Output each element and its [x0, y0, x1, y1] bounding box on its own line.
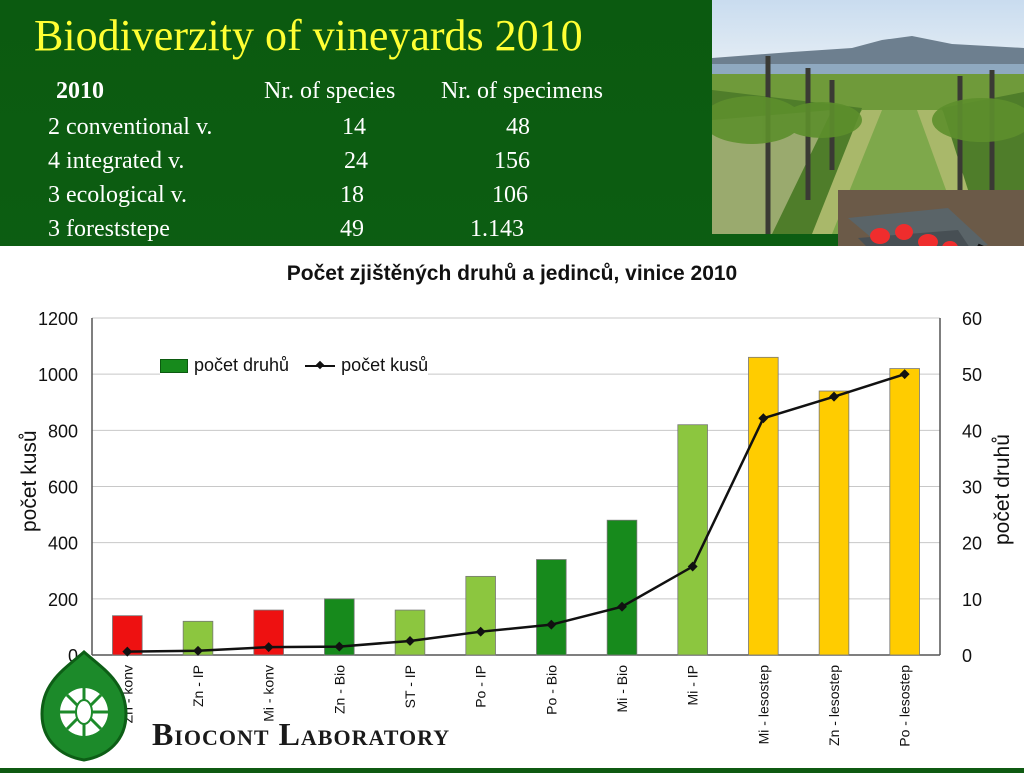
- x-tick-label: Zn - Bio: [331, 665, 347, 714]
- y-tick-left: 200: [48, 590, 78, 610]
- y-tick-left: 600: [48, 478, 78, 498]
- chart-legend: počet druhů počet kusů: [160, 355, 429, 376]
- line-point: [122, 646, 133, 657]
- line-point: [899, 369, 910, 380]
- bar: [112, 615, 143, 656]
- line-point: [687, 561, 698, 572]
- bar: [818, 390, 850, 656]
- table-row-species: 18: [340, 182, 364, 208]
- legend-line-swatch: [305, 364, 336, 367]
- y-tick-left: 800: [48, 421, 78, 441]
- table-year: 2010: [56, 78, 104, 104]
- bar: [889, 368, 920, 656]
- legend-bar-label: počet druhů: [194, 355, 290, 375]
- slide-title: Biodiverzity of vineyards 2010: [34, 11, 583, 60]
- x-tick-label: Mi - lesostep: [755, 665, 771, 745]
- legend-line-label: počet kusů: [341, 355, 429, 375]
- x-tick-label: Po - IP: [473, 665, 489, 708]
- x-tick-label: Mi - Bio: [614, 665, 630, 713]
- table-row-specimens: 1.143: [470, 216, 524, 242]
- brand-name: Biocont Laboratory: [152, 716, 451, 752]
- line-point: [405, 636, 415, 646]
- table-row-label: 3 ecological v.: [48, 182, 188, 208]
- line-point: [263, 642, 274, 653]
- table-row-species: 14: [342, 114, 366, 140]
- y-tick-left: 1000: [38, 365, 78, 385]
- y-tick-right: 60: [962, 309, 982, 329]
- bar: [606, 519, 638, 656]
- bar: [394, 609, 426, 656]
- y-tick-right: 20: [962, 534, 982, 554]
- y-tick-left: 1200: [38, 309, 78, 329]
- table-row-label: 4 integrated v.: [48, 148, 185, 174]
- line-point: [475, 626, 486, 637]
- x-tick-label: Zn - lesostep: [826, 665, 842, 746]
- table-row-species: 24: [344, 148, 368, 174]
- line-point: [617, 601, 627, 612]
- bar: [536, 559, 567, 656]
- table-row-species: 49: [340, 216, 364, 242]
- y-tick-right: 0: [962, 646, 972, 666]
- table-header-specimens: Nr. of specimens: [441, 78, 603, 104]
- table-row-specimens: 106: [492, 182, 528, 208]
- chart-panel: [0, 246, 1024, 768]
- x-tick-label: Po - Bio: [543, 665, 559, 715]
- table-row-label: 3 foreststepe: [48, 216, 170, 242]
- bar: [748, 356, 779, 656]
- y-axis-right-label: počet druhů: [991, 434, 1014, 545]
- legend-bar-swatch: [160, 358, 188, 373]
- x-tick-label: Mi - konv: [261, 665, 277, 722]
- line-point: [758, 413, 769, 424]
- biocont-logo: [22, 648, 146, 768]
- line-series: [127, 372, 906, 653]
- x-tick-label: Zn - IP: [190, 665, 206, 707]
- table-row-specimens: 156: [494, 148, 530, 174]
- table-row-specimens: 48: [506, 114, 530, 140]
- x-tick-label: ST - IP: [402, 665, 418, 708]
- x-tick-label: Mi - IP: [685, 665, 701, 705]
- y-tick-right: 10: [962, 590, 982, 610]
- line-point: [829, 391, 839, 402]
- line-point: [193, 645, 203, 656]
- y-tick-right: 30: [962, 478, 982, 498]
- bar: [465, 575, 496, 656]
- bar: [677, 424, 708, 656]
- chart-title: Počet zjištěných druhů a jedinců, vinice…: [286, 262, 738, 285]
- y-tick-right: 50: [962, 365, 982, 385]
- x-tick-label: Po - lesostep: [897, 665, 913, 747]
- line-point: [334, 641, 345, 652]
- table-row-label: 2 conventional v.: [48, 114, 213, 140]
- y-axis-left-label: počet kusů: [18, 430, 41, 532]
- line-point: [546, 619, 557, 630]
- y-tick-left: 400: [48, 534, 78, 554]
- table-header-species: Nr. of species: [264, 78, 396, 104]
- y-tick-left: 0: [68, 646, 78, 666]
- y-tick-right: 40: [962, 421, 982, 441]
